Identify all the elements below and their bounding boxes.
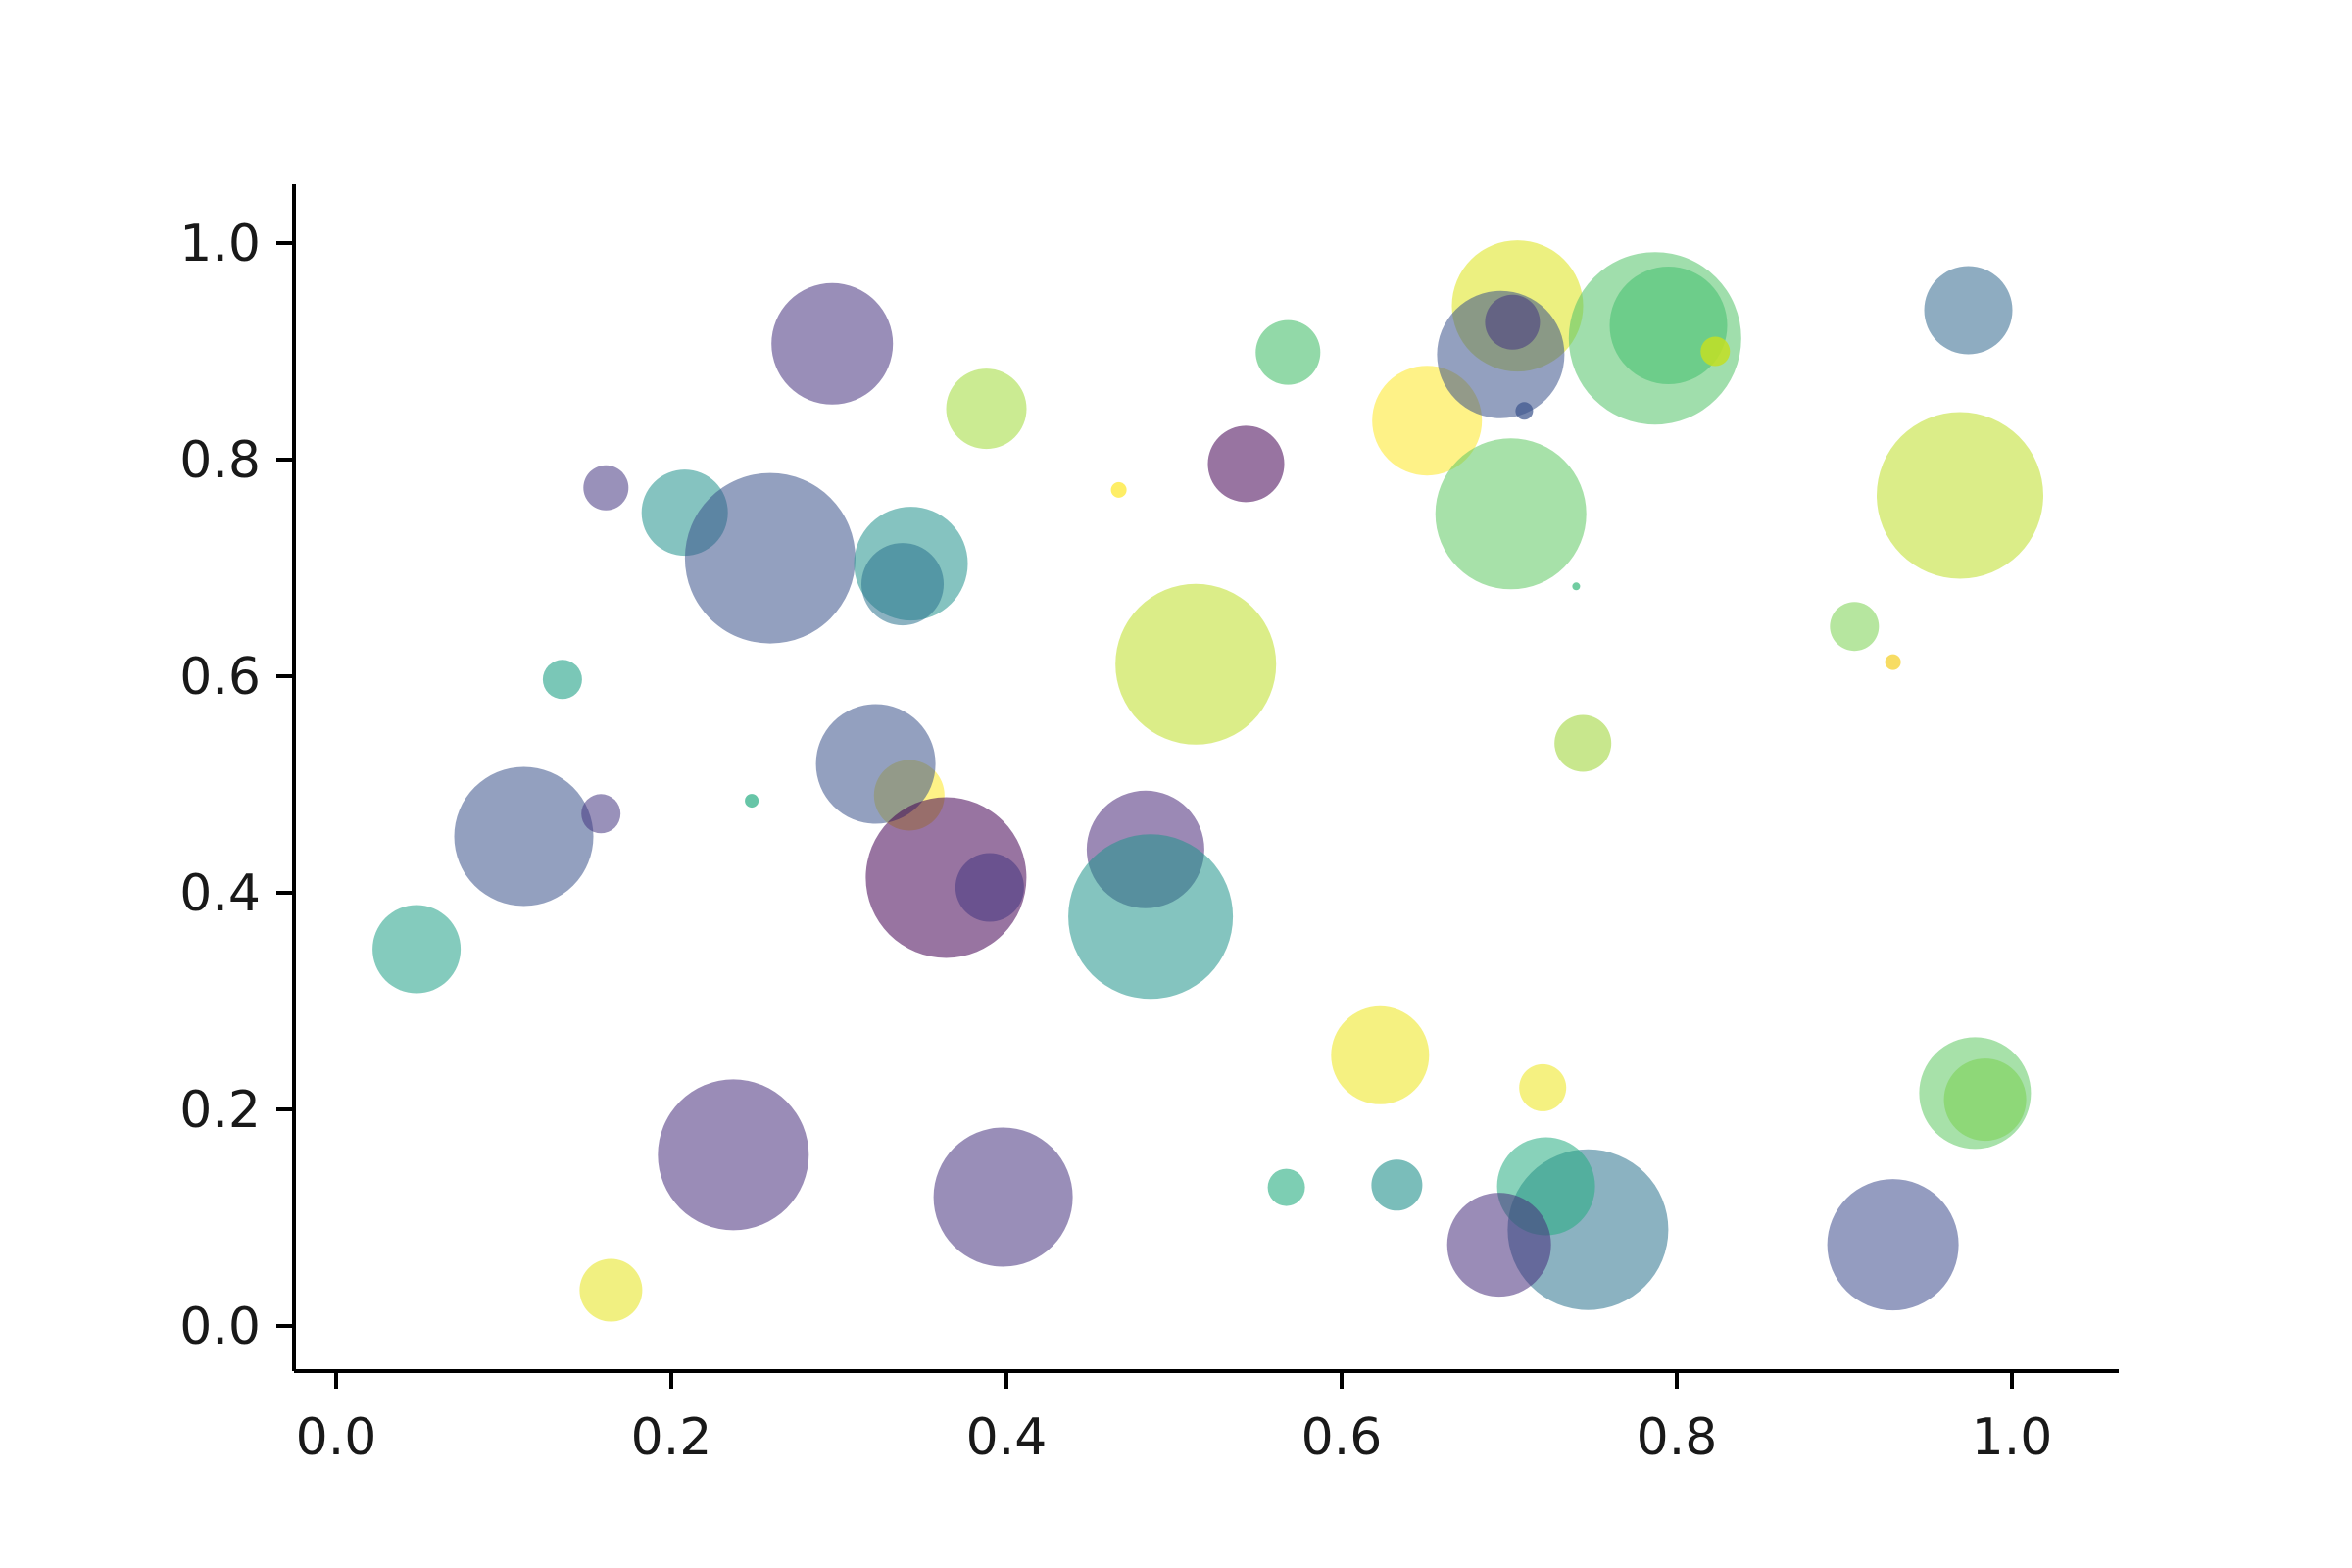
bubbles-layer: [372, 240, 2043, 1322]
x-tick-label: 0.0: [296, 1408, 377, 1467]
y-tick-label: 0.2: [179, 1081, 261, 1140]
bubble: [1515, 402, 1534, 420]
bubble: [1446, 1193, 1551, 1298]
bubble: [1554, 714, 1612, 772]
y-tick-label: 0.0: [179, 1298, 261, 1356]
y-tick-label: 0.4: [179, 864, 261, 923]
bubble: [1885, 654, 1901, 670]
bubble: [581, 794, 621, 834]
bubble: [372, 905, 462, 994]
x-tick-label: 0.6: [1301, 1408, 1383, 1467]
bubble: [1572, 582, 1581, 591]
bubble: [861, 543, 944, 626]
bubble: [1943, 1058, 2027, 1142]
bubble: [1519, 1063, 1567, 1111]
bubble: [1115, 583, 1277, 745]
bubble: [583, 465, 629, 511]
bubble: [1371, 1159, 1423, 1211]
x-tick-label: 0.4: [966, 1408, 1048, 1467]
bubble: [1435, 438, 1587, 590]
axes-layer: 0.0 0.2 0.4 0.6 0.8 1.0 0.0 0.2 0.4 0.6 0.8 1.0: [179, 184, 2119, 1467]
bubble: [658, 1079, 809, 1231]
x-tick-label: 1.0: [1972, 1408, 2053, 1467]
bubble: [1068, 834, 1234, 1000]
bubble: [1924, 266, 2013, 355]
y-tick-label: 1.0: [179, 215, 261, 273]
bubble: [1110, 481, 1127, 498]
bubble: [579, 1258, 643, 1322]
bubble: [1877, 412, 2043, 579]
bubble: [1830, 602, 1880, 652]
bubble: [745, 794, 760, 808]
bubble: [946, 368, 1027, 450]
y-tick-label: 0.8: [179, 431, 261, 490]
x-tick-label: 0.2: [631, 1408, 712, 1467]
bubble: [1827, 1179, 1959, 1311]
bubble: [454, 766, 594, 906]
bubble: [684, 472, 856, 644]
y-tick-label: 0.6: [179, 648, 261, 707]
bubble: [815, 704, 936, 824]
bubble: [933, 1127, 1073, 1267]
bubble: [1700, 336, 1731, 367]
bubble: [1267, 1168, 1305, 1206]
bubble: [1485, 294, 1541, 350]
bubble: [1207, 425, 1285, 503]
bubble: [542, 660, 582, 700]
bubble: [955, 853, 1024, 922]
bubble: [1331, 1005, 1430, 1104]
bubble: [771, 282, 894, 405]
bubble: [1255, 319, 1321, 385]
bubble: [1609, 267, 1728, 384]
x-tick-label: 0.8: [1637, 1408, 1718, 1467]
